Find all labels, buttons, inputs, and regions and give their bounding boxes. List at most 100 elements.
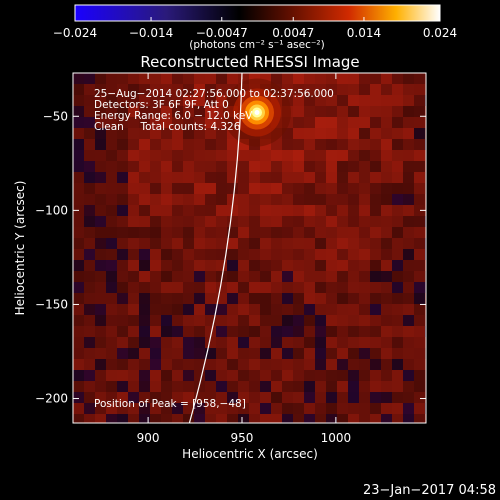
heatmap-cell (348, 150, 359, 161)
heatmap-cell (403, 271, 414, 282)
heatmap-cell (128, 205, 139, 216)
heatmap-cell (326, 95, 337, 106)
heatmap-cell (425, 271, 426, 282)
heatmap-cell (304, 326, 315, 337)
y-tick-label: −50 (43, 109, 68, 123)
heatmap-cell (117, 304, 128, 315)
heatmap-cell (293, 271, 304, 282)
heatmap-cell (216, 106, 227, 117)
heatmap-cell (194, 172, 205, 183)
y-tick-label: −150 (35, 297, 68, 311)
heatmap-cell (150, 172, 161, 183)
heatmap-cell (282, 227, 293, 238)
heatmap-cell (271, 326, 282, 337)
heatmap-cell (139, 282, 150, 293)
heatmap-cell (128, 403, 139, 414)
heatmap-cell (194, 271, 205, 282)
heatmap-cell (337, 216, 348, 227)
heatmap-cell (282, 359, 293, 370)
heatmap-cell (128, 73, 139, 84)
heatmap-cell (326, 260, 337, 271)
heatmap-cell (183, 172, 194, 183)
heatmap-cell (183, 260, 194, 271)
heatmap-cell (249, 304, 260, 315)
heatmap-cell (128, 106, 139, 117)
heatmap-cell (106, 326, 117, 337)
heatmap-cell (227, 304, 238, 315)
heatmap-cell (304, 359, 315, 370)
heatmap-cell (150, 392, 161, 403)
heatmap-cell (84, 216, 95, 227)
heatmap-cell (392, 414, 403, 423)
heatmap-cell (106, 139, 117, 150)
heatmap-cell (84, 183, 95, 194)
heatmap-cell (392, 381, 403, 392)
heatmap-cell (304, 73, 315, 84)
heatmap-cell (359, 139, 370, 150)
heatmap-cell (370, 84, 381, 95)
heatmap-cell (381, 304, 392, 315)
heatmap-cell (216, 73, 227, 84)
heatmap-cell (425, 359, 426, 370)
heatmap-cell (392, 183, 403, 194)
heatmap-cell (260, 315, 271, 326)
heatmap-cell (205, 260, 216, 271)
heatmap-cell (194, 337, 205, 348)
heatmap-cell (381, 172, 392, 183)
heatmap-cell (337, 282, 348, 293)
heatmap-cell (150, 381, 161, 392)
heatmap-cell (117, 260, 128, 271)
heatmap-cell (139, 84, 150, 95)
heatmap-cell (414, 337, 425, 348)
heatmap-cell (315, 370, 326, 381)
heatmap-cell (128, 414, 139, 423)
heatmap-cell (403, 139, 414, 150)
heatmap-cell (194, 227, 205, 238)
heatmap-cell (381, 194, 392, 205)
heatmap-cell (227, 150, 238, 161)
heatmap-cell (392, 139, 403, 150)
heatmap-cell (260, 271, 271, 282)
heatmap-cell (238, 172, 249, 183)
heatmap-cell (106, 194, 117, 205)
heatmap-cell (172, 304, 183, 315)
heatmap-cell (117, 326, 128, 337)
heatmap-cell (139, 117, 150, 128)
heatmap-cell (139, 403, 150, 414)
heatmap-cell (84, 106, 95, 117)
heatmap-cell (348, 359, 359, 370)
heatmap-cell (183, 414, 194, 423)
heatmap-cell (425, 139, 426, 150)
heatmap-cell (128, 183, 139, 194)
heatmap-cell (139, 227, 150, 238)
heatmap-cell (161, 227, 172, 238)
heatmap-cell (337, 260, 348, 271)
heatmap-cell (315, 205, 326, 216)
heatmap-cell (106, 282, 117, 293)
heatmap-cell (370, 161, 381, 172)
heatmap-cell (282, 403, 293, 414)
heatmap-cell (359, 73, 370, 84)
heatmap-cell (315, 106, 326, 117)
heatmap-cell (326, 150, 337, 161)
heatmap-cell (425, 348, 426, 359)
heatmap-cell (282, 216, 293, 227)
heatmap-cell (425, 293, 426, 304)
heatmap-cell (271, 194, 282, 205)
heatmap-cell (304, 282, 315, 293)
heatmap-cell (117, 139, 128, 150)
heatmap-cell (293, 414, 304, 423)
heatmap-cell (227, 348, 238, 359)
heatmap-cell (183, 139, 194, 150)
heatmap-cell (106, 73, 117, 84)
heatmap-cell (172, 73, 183, 84)
heatmap-cell (249, 161, 260, 172)
heatmap-cell (249, 73, 260, 84)
heatmap-cell (359, 359, 370, 370)
heatmap-cell (359, 249, 370, 260)
heatmap-cell (117, 106, 128, 117)
heatmap-cell (128, 271, 139, 282)
heatmap-cell (161, 249, 172, 260)
heatmap-cell (128, 227, 139, 238)
heatmap-cell (271, 392, 282, 403)
